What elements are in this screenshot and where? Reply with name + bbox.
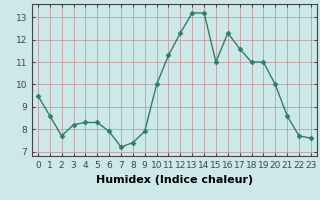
X-axis label: Humidex (Indice chaleur): Humidex (Indice chaleur) bbox=[96, 175, 253, 185]
